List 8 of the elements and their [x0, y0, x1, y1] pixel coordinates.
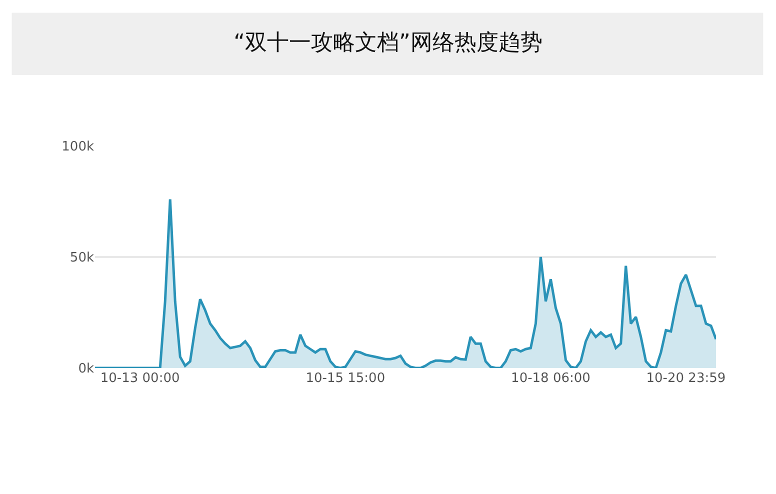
x-tick-label: 10-15 15:00: [306, 371, 386, 386]
y-tick-label: 0k: [78, 362, 94, 377]
y-tick-label: 100k: [62, 140, 94, 155]
y-tick-label: 50k: [70, 250, 94, 266]
x-tick-label: 10-18 06:00: [511, 371, 590, 386]
x-tick-label: 10-13 00:00: [100, 371, 180, 386]
x-tick-label: 10-20 23:59: [646, 371, 726, 386]
chart-title: “双十一攻略文档”网络热度趋势: [234, 30, 542, 56]
